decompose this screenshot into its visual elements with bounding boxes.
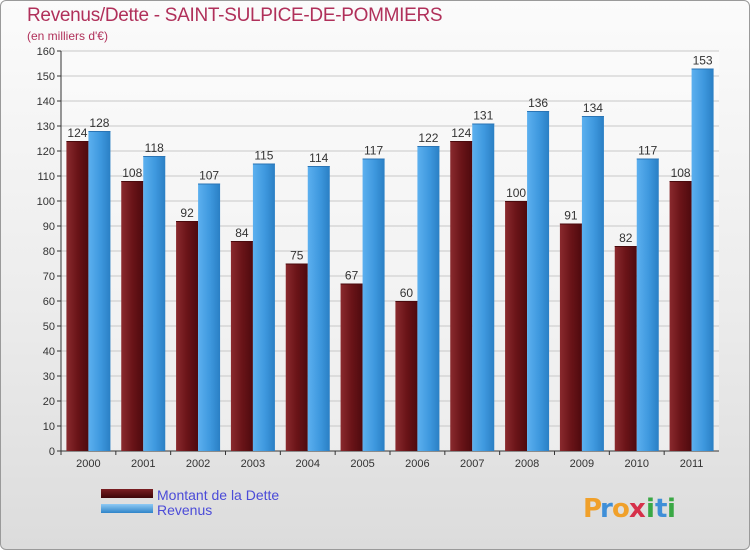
y-tick-label: 30 bbox=[43, 371, 55, 383]
y-tick-label: 40 bbox=[43, 346, 55, 358]
y-tick-label: 140 bbox=[37, 96, 55, 108]
bar-revenue bbox=[417, 146, 440, 451]
x-tick-label: 2000 bbox=[76, 458, 100, 470]
data-label: 117 bbox=[638, 144, 657, 158]
svg-text:o: o bbox=[612, 494, 630, 524]
x-tick-label: 2011 bbox=[680, 458, 704, 470]
data-label: 115 bbox=[254, 149, 273, 163]
svg-text:i: i bbox=[646, 494, 655, 524]
y-tick-label: 100 bbox=[37, 196, 55, 208]
bar-revenue bbox=[362, 158, 385, 451]
x-tick-label: 2007 bbox=[460, 458, 484, 470]
legend-swatch-revenue bbox=[101, 504, 153, 513]
x-tick-label: 2002 bbox=[186, 458, 210, 470]
y-tick-label: 150 bbox=[37, 71, 55, 83]
data-label: 124 bbox=[67, 126, 87, 140]
data-label: 60 bbox=[400, 286, 414, 300]
y-tick-label: 20 bbox=[43, 396, 55, 408]
bar-debt bbox=[66, 141, 89, 451]
chart-title: Revenus/Dette - SAINT-SULPICE-DE-POMMIER… bbox=[27, 5, 443, 26]
data-label: 118 bbox=[145, 141, 164, 155]
bar-debt bbox=[505, 201, 528, 451]
bar-revenue bbox=[472, 123, 495, 451]
x-tick-label: 2006 bbox=[405, 458, 429, 470]
y-tick-label: 70 bbox=[43, 271, 55, 283]
bar-revenue bbox=[88, 131, 111, 451]
data-label: 108 bbox=[122, 166, 142, 180]
data-label: 100 bbox=[506, 186, 526, 200]
legend-swatch-debt bbox=[101, 489, 153, 498]
y-tick-label: 60 bbox=[43, 296, 55, 308]
x-tick-label: 2009 bbox=[570, 458, 594, 470]
data-label: 124 bbox=[451, 126, 471, 140]
data-label: 117 bbox=[364, 144, 383, 158]
svg-text:r: r bbox=[600, 494, 613, 524]
bar-debt bbox=[395, 301, 418, 451]
data-label: 107 bbox=[199, 169, 219, 183]
proxiti-logo: P r o x i t i bbox=[583, 494, 676, 524]
data-label: 114 bbox=[309, 151, 328, 165]
bar-debt bbox=[121, 181, 144, 451]
data-label: 92 bbox=[180, 206, 194, 220]
bar-revenue bbox=[252, 163, 275, 451]
y-tick-label: 0 bbox=[49, 446, 55, 458]
bar-debt bbox=[450, 141, 473, 451]
bar-revenue bbox=[143, 156, 166, 451]
bar-revenue bbox=[636, 158, 659, 451]
svg-text:i: i bbox=[667, 494, 676, 524]
data-label: 67 bbox=[345, 269, 359, 283]
bar-revenue bbox=[691, 68, 714, 451]
bar-debt bbox=[614, 246, 637, 451]
x-tick-label: 2005 bbox=[350, 458, 374, 470]
x-tick-label: 2003 bbox=[241, 458, 265, 470]
bar-revenue bbox=[581, 116, 604, 451]
y-tick-label: 130 bbox=[37, 121, 55, 133]
bar-debt bbox=[230, 241, 253, 451]
y-tick-label: 120 bbox=[37, 146, 55, 158]
data-label: 82 bbox=[619, 231, 633, 245]
bar-debt bbox=[669, 181, 692, 451]
bar-debt bbox=[559, 223, 582, 451]
x-tick-label: 2008 bbox=[515, 458, 539, 470]
data-label: 131 bbox=[473, 109, 493, 123]
data-label: 75 bbox=[290, 249, 304, 263]
svg-text:P: P bbox=[583, 494, 602, 524]
legend: Montant de la Dette Revenus bbox=[101, 487, 279, 518]
y-tick-label: 90 bbox=[43, 221, 55, 233]
bar-revenue bbox=[307, 166, 330, 451]
bar-debt bbox=[340, 283, 363, 451]
legend-label-revenue: Revenus bbox=[157, 502, 212, 518]
y-tick-label: 80 bbox=[43, 246, 55, 258]
legend-label-debt: Montant de la Dette bbox=[157, 487, 279, 503]
bar-revenue bbox=[198, 183, 221, 451]
data-label: 153 bbox=[693, 54, 713, 68]
y-tick-label: 160 bbox=[37, 46, 55, 58]
bar-debt bbox=[285, 263, 308, 451]
y-tick-label: 50 bbox=[43, 321, 55, 333]
data-label: 122 bbox=[418, 131, 438, 145]
data-label: 134 bbox=[583, 101, 603, 115]
data-label: 136 bbox=[528, 96, 548, 110]
bar-debt bbox=[176, 221, 199, 451]
data-label: 108 bbox=[671, 166, 691, 180]
data-label: 84 bbox=[235, 226, 249, 240]
x-tick-label: 2010 bbox=[625, 458, 649, 470]
svg-text:x: x bbox=[629, 494, 646, 524]
chart-subtitle: (en milliers d'€) bbox=[27, 29, 108, 43]
y-tick-label: 110 bbox=[37, 171, 55, 183]
bar-revenue bbox=[527, 111, 550, 451]
data-label: 128 bbox=[89, 116, 109, 130]
data-label: 91 bbox=[564, 209, 578, 223]
svg-text:t: t bbox=[655, 494, 667, 524]
x-tick-label: 2001 bbox=[131, 458, 155, 470]
y-tick-label: 10 bbox=[43, 421, 55, 433]
x-tick-label: 2004 bbox=[296, 458, 320, 470]
